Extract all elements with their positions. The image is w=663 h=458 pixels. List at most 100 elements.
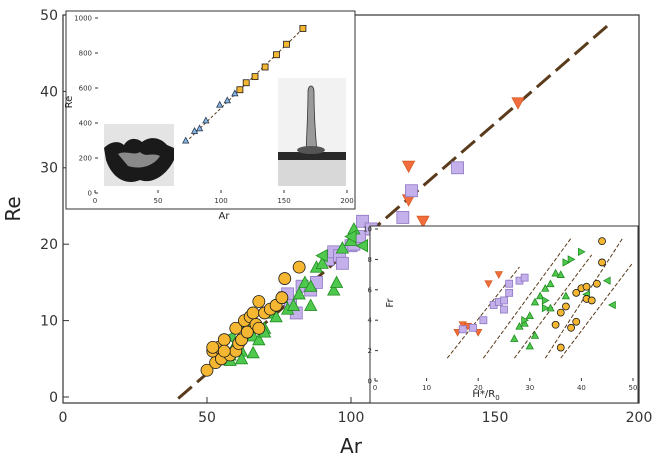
inset_bottom-point-triangle-right-3-2	[562, 258, 571, 267]
main-fit-line	[177, 22, 612, 400]
main-point-triangle-2-18	[329, 275, 344, 288]
inset_bottom-point-circle-5-10	[598, 237, 606, 246]
inset-bottom-data-marks	[453, 237, 616, 352]
inset_bottom-y-tick-label-2: 4	[368, 317, 373, 325]
inset_bottom-point-triangle-left-4-1	[602, 276, 611, 285]
inset-top-photo-jet	[278, 78, 346, 186]
main-y-tick-label-4: 40	[40, 84, 58, 100]
pool-photo-highlight	[118, 152, 160, 168]
main-point-square-1-18	[451, 161, 464, 175]
inset_bottom-point-circle-5-13	[572, 317, 581, 326]
main-point-circle-4-17	[252, 321, 266, 335]
inset_top-point-square-1-4	[273, 51, 280, 59]
main-point-circle-4-12	[240, 325, 254, 339]
inset_bottom-point-square-1-8	[520, 273, 529, 282]
inset_bottom-point-triangle-right-3-3	[567, 255, 576, 264]
inset_top-point-square-1-6	[299, 25, 307, 32]
inset_top-point-square-1-0	[236, 86, 244, 94]
inset_bottom-point-triangle-right-3-0	[521, 316, 529, 325]
inset_bottom-point-square-1-6	[505, 279, 514, 288]
inset_bottom-y-tick-label-4: 8	[368, 256, 372, 264]
inset_top-point-triangle-0-0	[182, 136, 190, 144]
inset_bottom-point-circle-5-4	[572, 288, 581, 297]
inset_top-point-triangle-0-2	[195, 124, 204, 132]
main-point-circle-4-25	[217, 344, 231, 358]
inset_bottom-point-triangle-right-3-4	[578, 247, 586, 256]
main-point-square-1-16	[396, 211, 410, 224]
main-x-tick-label-2: 100	[338, 410, 365, 426]
inset_bottom-point-circle-5-8	[592, 279, 601, 288]
inset-bottom-x-axis-label: H*/R0	[472, 389, 499, 402]
inset_top-y-tick-label-0: 0	[88, 189, 92, 197]
inset_bottom-point-triangle-2-11	[530, 331, 540, 339]
main-point-triangle-down-0-2	[416, 215, 430, 229]
inset_bottom-point-square-1-10	[505, 288, 514, 297]
main-point-circle-4-22	[278, 272, 292, 285]
inset_top-y-tick-label-1: 200	[79, 154, 92, 162]
inset_bottom-point-triangle-2-13	[561, 291, 571, 300]
main-x-tick-label-0: 0	[59, 410, 68, 426]
inset_bottom-y-tick-label-0: 0	[368, 377, 372, 385]
inset_bottom-point-circle-5-1	[556, 308, 565, 317]
main-point-triangle-2-17	[327, 283, 341, 296]
inset_bottom-point-triangle-right-3-1	[541, 296, 550, 305]
inset_bottom-point-square-1-0	[458, 325, 467, 334]
jet-photo-base	[297, 146, 325, 154]
inset_bottom-fit-line-1	[482, 237, 572, 359]
main-point-circle-4-16	[252, 295, 266, 308]
main-point-square-1-10	[335, 256, 349, 270]
inset_bottom-y-tick-label-3: 6	[368, 286, 373, 294]
main-data-marks	[200, 97, 525, 377]
main-y-tick-label-0: 0	[49, 390, 58, 406]
jet-photo-below	[278, 160, 346, 186]
inset-bottom-y-axis-label: Fr	[385, 298, 396, 308]
inset_bottom-fit-line-4	[560, 262, 634, 359]
main-point-circle-4-23	[292, 260, 306, 274]
inset_bottom-point-square-1-5	[500, 296, 508, 305]
main-x-axis-label: Ar	[340, 434, 363, 458]
inset_bottom-point-triangle-2-4	[530, 297, 540, 306]
jet-photo-column	[305, 85, 318, 153]
inset-top-x-axis-label: Ar	[219, 211, 231, 222]
inset-top-y-axis-label: Re	[64, 96, 75, 109]
inset_top-point-square-1-2	[251, 73, 259, 81]
inset_top-x-tick-label-1: 50	[154, 197, 163, 205]
inset-bottom-ticks: 0 10 20 30 40 50 0 2 4 6 8 10	[363, 225, 637, 392]
inset-top-plot: 0 50 100 150 200 0 200 400 600 800 1000 Ar Re	[64, 10, 356, 222]
main-point-triangle-left-3-2	[315, 248, 328, 263]
inset_bottom-point-triangle-2-6	[541, 283, 550, 292]
main-point-triangle-2-12	[292, 287, 306, 300]
inset_bottom-point-square-1-9	[500, 305, 508, 314]
inset_bottom-x-tick-label-0: 0	[373, 384, 377, 392]
inset_bottom-x-tick-label-5: 50	[629, 384, 638, 392]
main-x-tick-label-3: 150	[482, 410, 509, 426]
main-point-triangle-down-0-0	[401, 160, 416, 174]
main-point-circle-4-14	[246, 306, 260, 320]
inset_bottom-point-triangle-left-4-2	[608, 300, 616, 310]
inset_bottom-point-circle-5-2	[562, 302, 570, 311]
main-point-triangle-2-23	[335, 241, 350, 254]
main-y-tick-label-2: 20	[40, 237, 58, 253]
main-point-triangle-2-20	[234, 351, 249, 365]
inset_bottom-x-tick-label-4: 40	[577, 384, 586, 392]
main-point-triangle-2-26	[304, 298, 318, 311]
main-x-tick-label-4: 200	[626, 410, 653, 426]
inset_bottom-y-tick-label-5: 10	[363, 225, 372, 233]
inset_top-x-tick-label-0: 0	[93, 197, 97, 205]
inset_top-y-tick-label-2: 400	[79, 119, 92, 127]
inset-bottom-frame	[369, 225, 639, 404]
main-point-circle-4-24	[206, 340, 220, 354]
inset_bottom-x-tick-label-3: 30	[525, 384, 534, 392]
inset_bottom-fit-line-2	[513, 254, 593, 359]
main-point-triangle-2-8	[269, 309, 283, 323]
inset_bottom-x-tick-label-2: 20	[474, 384, 483, 392]
main-fit-line-0	[177, 22, 612, 400]
inset-top-photo-pool	[104, 124, 174, 186]
main-point-triangle-2-5	[252, 332, 266, 346]
inset_bottom-point-triangle-down-0-4	[484, 280, 493, 289]
main-point-triangle-left-3-4	[355, 239, 369, 253]
inset_bottom-point-circle-5-3	[567, 323, 575, 332]
inset_bottom-point-circle-5-7	[587, 296, 596, 305]
